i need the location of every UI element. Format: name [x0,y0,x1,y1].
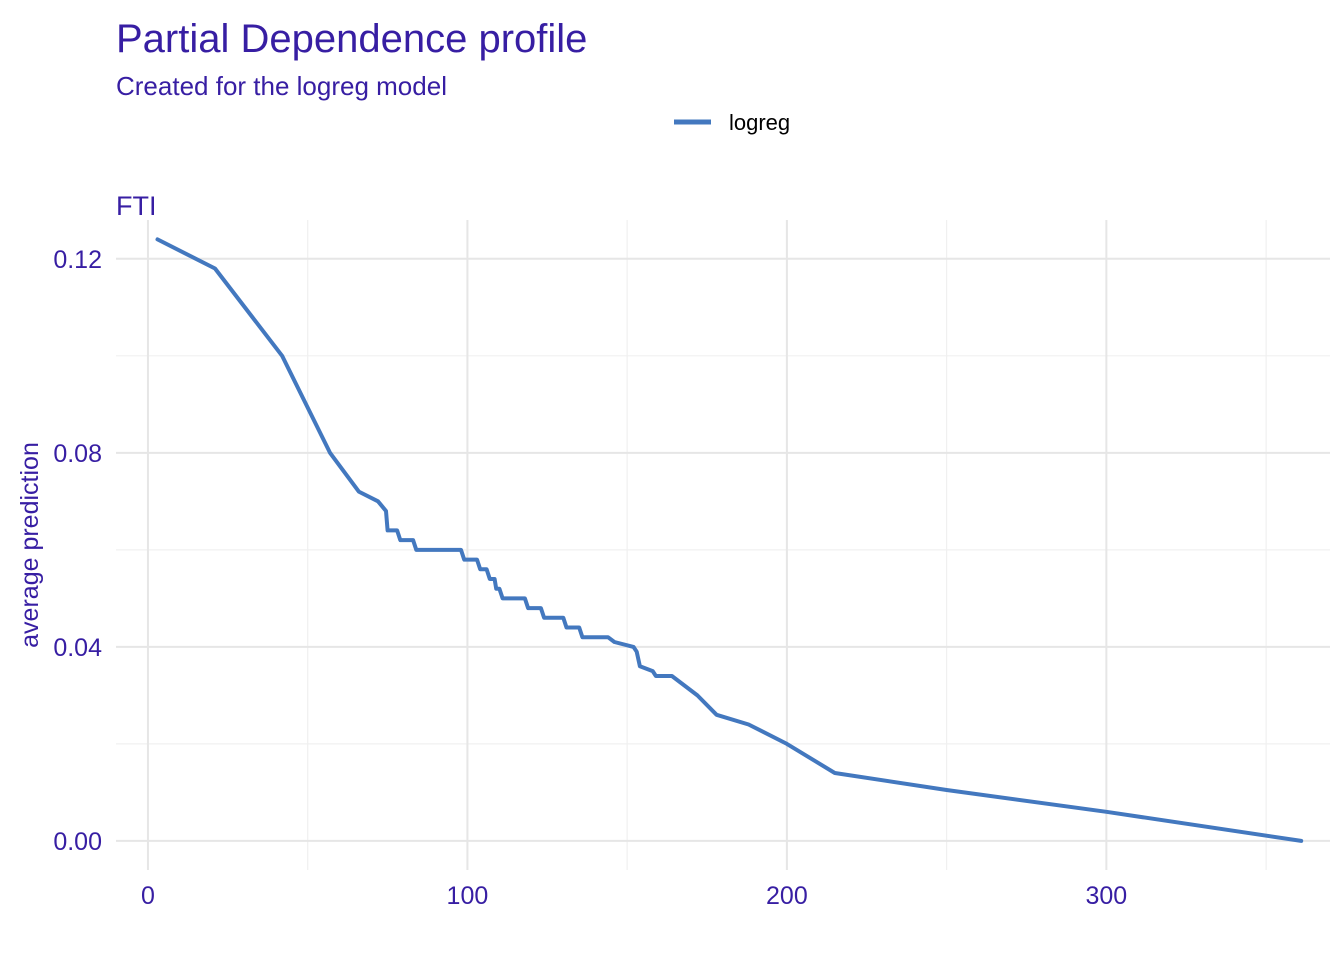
series-group [155,237,1304,843]
x-tick-label: 300 [1086,882,1128,910]
y-axis-label: average prediction [16,442,44,648]
y-tick-label: 0.12 [53,246,102,274]
panel-title: FTI [116,191,157,221]
y-tick-label: 0.00 [53,828,102,856]
chart-title: Partial Dependence profile [116,17,587,61]
chart-subtitle: Created for the logreg model [116,71,447,101]
x-tick-label: 0 [141,882,155,910]
x-tick-label: 100 [447,882,489,910]
x-axis-ticks: 0 100 200 300 [141,882,1127,910]
series-line-logreg [155,237,1304,843]
y-tick-label: 0.04 [53,634,102,662]
y-tick-label: 0.08 [53,440,102,468]
grid [116,220,1330,870]
legend-label-logreg: logreg [729,110,790,135]
x-tick-label: 200 [766,882,808,910]
legend: logreg [674,110,790,135]
y-axis-ticks: 0.00 0.04 0.08 0.12 [53,246,102,856]
